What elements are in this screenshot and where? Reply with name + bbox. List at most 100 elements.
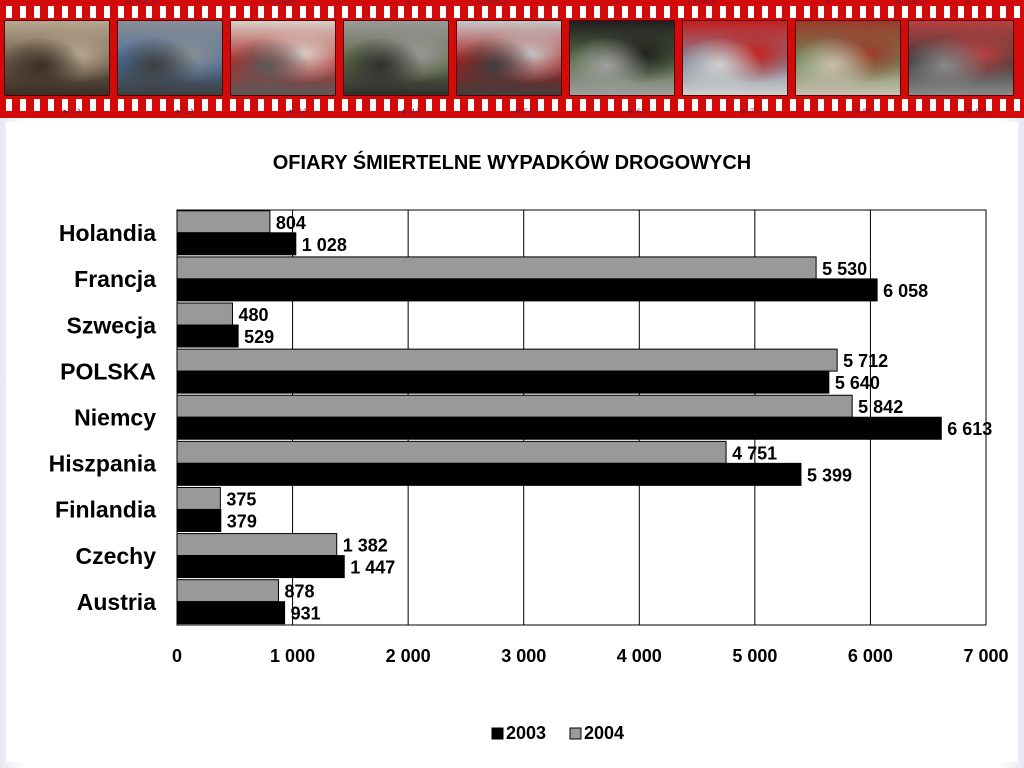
bar-2003-polska [176,370,830,394]
data-label-2004: 5 530 [822,259,867,279]
rescue-team-photo [569,20,675,96]
bar-chart: OFIARY ŚMIERTELNE WYPADKÓW DROGOWYCH 804… [49,150,1009,743]
bar-2004-austria [176,579,279,603]
bar-2004-szwecja [176,302,233,326]
bar-2003-holandia [176,232,297,256]
data-label-2003: 529 [244,327,274,347]
category-label: POLSKA [60,358,156,384]
frame-code: KONICA [126,0,158,6]
crashed-car-photo [4,20,110,96]
x-tick-label: 4 000 [617,646,662,666]
film-perforations-top [0,6,1024,18]
frame-code: 7 [756,0,760,6]
chart-legend: 2003 2004 [491,723,624,743]
car-wreck-tree-photo [343,20,449,96]
frame-code: ► 7A [740,107,760,116]
chart-category-labels: Holandia Francja Szwecja POLSKA Niemcy Hiszpa… [49,220,157,615]
frame-code: 4 [406,0,410,6]
legend-label: 2003 [506,723,546,743]
frame-code: ► 3A [288,107,308,116]
bar-2004-hiszpania [176,440,727,464]
data-label-2004: 5 712 [843,351,888,371]
data-label-2004: 4 751 [732,443,777,463]
bar-2003-czechy [176,555,345,579]
x-tick-label: 5 000 [732,646,777,666]
frame-code: ► 9A [966,107,986,116]
data-label-2003: 6 613 [947,419,992,439]
film-perforations-bottom [0,99,1024,111]
x-tick-label: 7 000 [963,646,1008,666]
frame-code: VX200N [686,0,716,6]
bus-wreck-photo [908,20,1014,96]
data-label-2003: 931 [291,604,321,624]
frame-code: 6 [616,0,620,6]
bar-2003-francja [176,278,878,302]
tractor-wreck-photo [795,20,901,96]
frame-code: 1 [56,0,60,6]
chart-title: OFIARY ŚMIERTELNE WYPADKÓW DROGOWYCH [273,150,752,174]
x-tick-label: 6 000 [848,646,893,666]
frame-code: ► 4A [401,107,421,116]
chart-panel: OFIARY ŚMIERTELNE WYPADKÓW DROGOWYCH 804… [0,118,1024,768]
category-label: Francja [74,266,156,292]
x-tick-label: 1 000 [270,646,315,666]
frame-code: KONICA [476,0,508,6]
frame-code: ► 2A [175,107,195,116]
photo-frames [0,20,1024,96]
truck-and-car-photo [682,20,788,96]
category-label: Hiszpania [49,451,157,477]
data-label-2004: 5 842 [858,397,903,417]
bar-2004-francja [176,256,817,280]
frame-code: 3 [336,0,340,6]
category-label: Szwecja [67,312,157,338]
data-label-2004: 804 [276,213,306,233]
legend-label: 2004 [584,723,624,743]
bar-2003-hiszpania [176,462,802,486]
x-tick-label: 2 000 [386,646,431,666]
bar-2003-austria [176,601,286,625]
bar-2004-czechy [176,533,338,557]
x-tick-label: 3 000 [501,646,546,666]
bar-2004-polska [176,348,838,372]
data-label-2004: 1 382 [343,536,388,556]
legend-swatch-2004 [569,727,582,740]
x-tick-label: 0 [172,646,182,666]
bar-2004-niemcy [176,394,853,418]
data-label-2003: 6 058 [883,281,928,301]
legend-swatch-2003 [491,727,504,740]
frame-code: ► 5A [514,107,534,116]
data-label-2003: 5 399 [807,465,852,485]
overturned-car-photo [117,20,223,96]
category-label: Czechy [75,543,156,569]
bar-2003-finlandia [176,508,222,532]
frame-code: ► 1A [62,107,82,116]
category-label: Finlandia [55,497,156,523]
data-label-2004: 878 [284,582,314,602]
frame-code: 8 [826,0,830,6]
data-label-2003: 5 640 [835,373,880,393]
bar-2004-finlandia [176,486,221,510]
frame-code: 5 [546,0,550,6]
train-collision-photo [230,20,336,96]
data-label-2004: 375 [226,489,256,509]
frame-code: ► 6A [627,107,647,116]
frame-code: 9 [966,0,970,6]
data-label-2003: 379 [227,511,257,531]
category-label: Holandia [59,220,156,246]
data-label-2003: 1 447 [350,558,395,578]
film-strip-banner: 1 KONICA 2 VX200N 3 4 KONICA 5 6 VX200N 7 8 KONICA 9 … [0,0,1024,118]
chart-bars [176,210,942,625]
category-label: Austria [77,589,156,615]
chart-x-tick-labels: 0 1 000 2 000 3 000 4 000 5 000 6 000 7 000 [172,646,1009,666]
bar-2003-niemcy [176,416,942,440]
data-label-2003: 1 028 [302,235,347,255]
truck-collision-photo [456,20,562,96]
frame-code: KONICA [896,0,928,6]
chart-area: OFIARY ŚMIERTELNE WYPADKÓW DROGOWYCH 804… [6,122,1018,762]
frame-code: VX200N [266,0,296,6]
bar-2004-holandia [176,210,271,234]
category-label: Niemcy [74,405,156,431]
frame-code: 2 [196,0,200,6]
bar-2003-szwecja [176,324,239,348]
